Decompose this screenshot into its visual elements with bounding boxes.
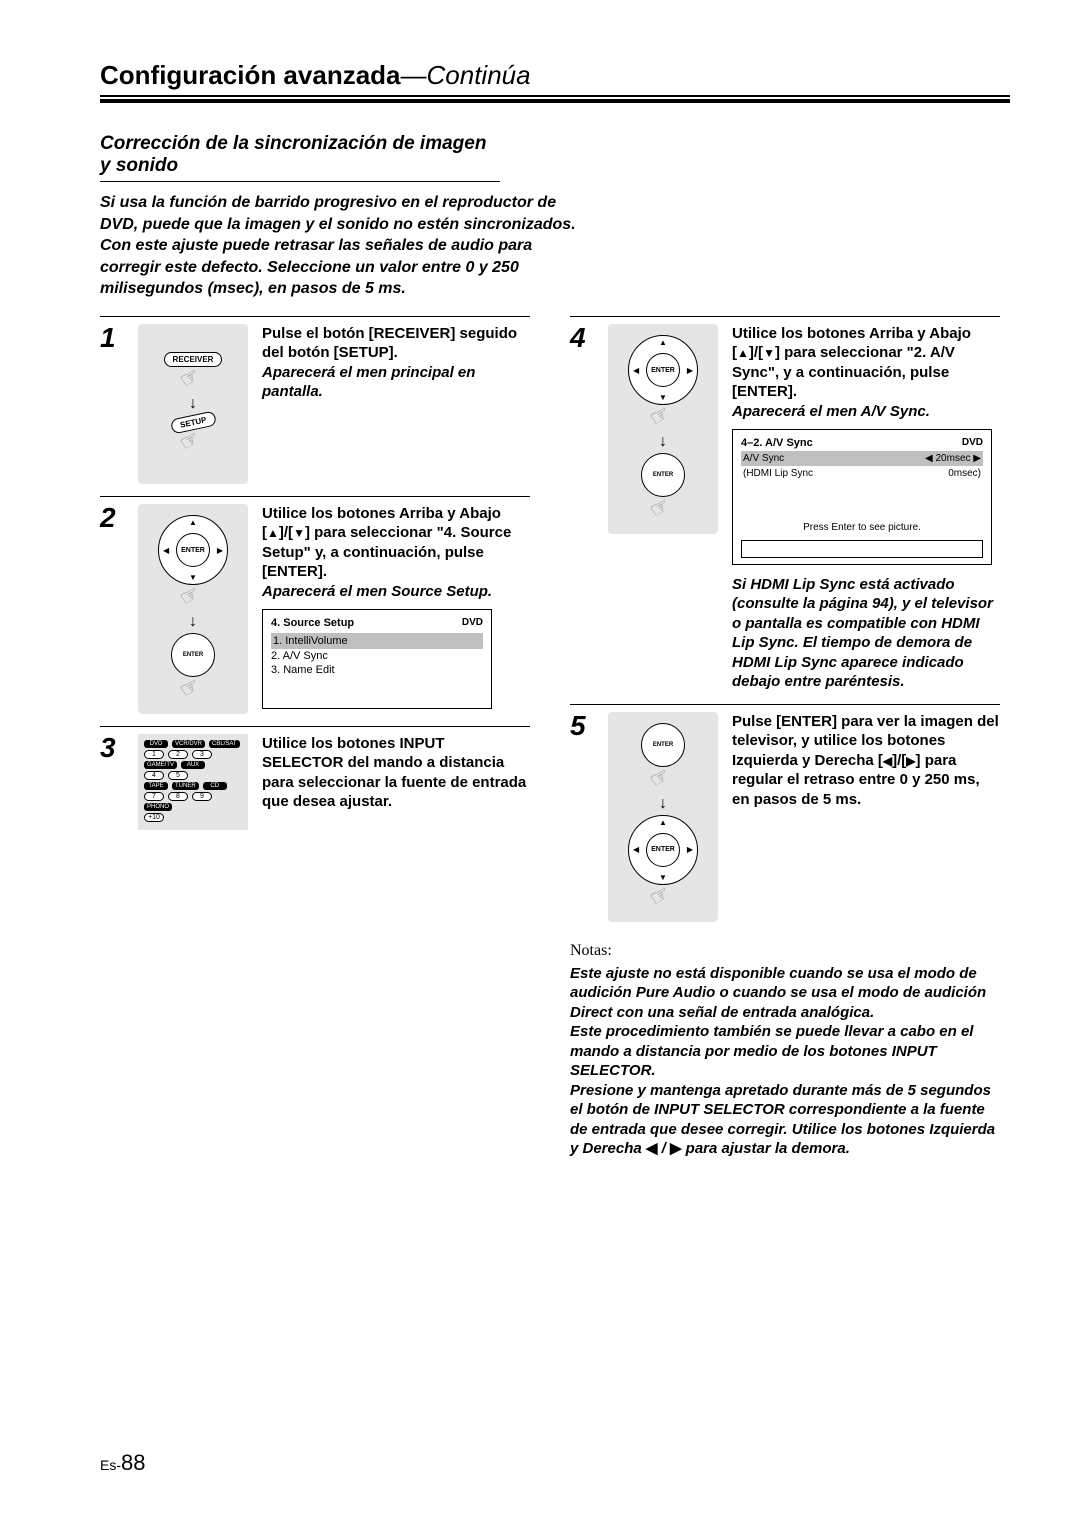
step-4-body: Utilice los botones Arriba y Abajo [▲]/[…: [732, 324, 1000, 692]
header-title: Configuración avanzada: [100, 60, 401, 90]
arrow-down-icon: ↓: [659, 799, 667, 809]
notes-body: Este ajuste no está disponible cuando se…: [570, 964, 1000, 1159]
step-4-no: 4: [570, 324, 594, 692]
hand-icon: [648, 503, 678, 523]
hand-icon: [648, 773, 678, 793]
nav-wheel-icon: ▲ ▼ ◀ ▶ ENTER: [628, 815, 698, 885]
step-4-figure: ▲ ▼ ◀ ▶ ENTER ↓ ENTER: [608, 324, 718, 534]
step-5-body: Pulse [ENTER] para ver la imagen del tel…: [732, 712, 1000, 922]
page-title: Configuración avanzada—Continúa: [100, 60, 1010, 103]
section-intro: Si usa la función de barrido progresivo …: [100, 192, 580, 300]
hand-icon: [648, 411, 678, 431]
section-title: Corrección de la sincronización de image…: [100, 133, 500, 177]
arrow-down-icon: ↓: [659, 437, 667, 447]
step-2-figure: ▲ ▼ ◀ ▶ ENTER ↓ ENTER: [138, 504, 248, 714]
hand-icon: [178, 591, 208, 611]
step-2-body: Utilice los botones Arriba y Abajo [▲]/[…: [262, 504, 530, 714]
step-5-no: 5: [570, 712, 594, 922]
enter-button-icon: ENTER: [641, 723, 685, 767]
step-3-body: Utilice los botones INPUT SELECTOR del m…: [262, 734, 530, 830]
step-3-no: 3: [100, 734, 124, 830]
step-1-body: Pulse el botón [RECEIVER] seguido del bo…: [262, 324, 530, 484]
header-continua: —Continúa: [401, 60, 531, 90]
step-1-figure: RECEIVER ↓ SETUP: [138, 324, 248, 484]
enter-button-icon: ENTER: [641, 453, 685, 497]
av-sync-menu: 4–2. A/V SyncDVD A/V Sync ◀ 20msec ▶ (HD…: [732, 429, 992, 564]
nav-wheel-icon: ▲ ▼ ◀ ▶ ENTER: [628, 335, 698, 405]
nav-wheel-icon: ▲ ▼ ◀ ▶ ENTER: [158, 515, 228, 585]
hand-icon: [178, 683, 208, 703]
hand-icon: [178, 373, 208, 393]
step-5-figure: ENTER ↓ ▲ ▼ ◀ ▶ ENTER: [608, 712, 718, 922]
hand-icon: [648, 891, 678, 911]
notes-heading: Notas:: [570, 942, 1000, 960]
arrow-down-icon: ↓: [189, 399, 197, 409]
hand-icon: [178, 436, 208, 456]
step-2-no: 2: [100, 504, 124, 714]
source-setup-menu: 4. Source SetupDVD 1. IntelliVolume 2. A…: [262, 609, 492, 708]
page-number: Es-88: [100, 1450, 145, 1476]
step-1-no: 1: [100, 324, 124, 484]
input-selector-grid: DVDVCR/DVRCBL/SAT 123 GAME/TVAUX 45 TAPE…: [138, 734, 248, 830]
arrow-down-icon: ↓: [189, 617, 197, 627]
enter-button-icon: ENTER: [171, 633, 215, 677]
